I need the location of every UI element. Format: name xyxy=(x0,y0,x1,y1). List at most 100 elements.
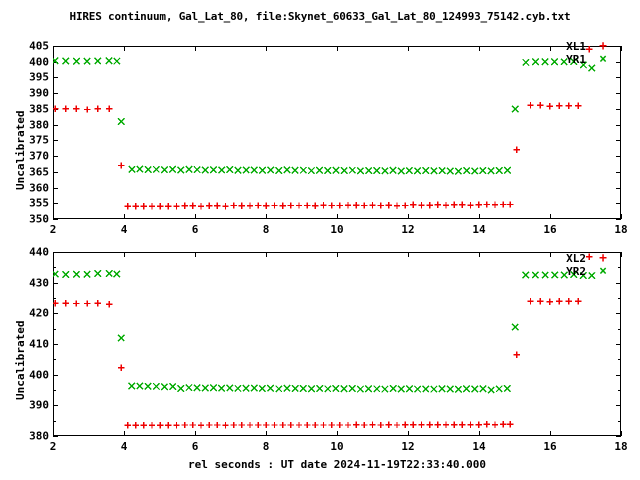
x-tick-mark xyxy=(621,46,622,51)
data-point xyxy=(53,300,59,307)
y-tick-label: 385 xyxy=(29,102,49,116)
x-tick-mark xyxy=(621,214,622,219)
data-point xyxy=(226,165,234,174)
data-point xyxy=(426,421,433,428)
data-point xyxy=(495,385,503,393)
data-point xyxy=(575,102,582,109)
data-point xyxy=(315,166,324,174)
data-point xyxy=(173,203,180,210)
data-point xyxy=(426,201,433,209)
legend-label-yr1: YR1 xyxy=(566,53,586,66)
x-tick-mark xyxy=(266,46,267,51)
y-tick-mark xyxy=(53,219,58,220)
y-tick-mark xyxy=(616,283,621,284)
data-point xyxy=(105,105,113,113)
data-point xyxy=(438,166,446,175)
legend-marker-plus-xl1: + xyxy=(599,39,607,54)
data-point xyxy=(206,421,213,429)
data-point xyxy=(287,202,295,209)
data-point xyxy=(197,422,205,429)
y-minor-tick-mark xyxy=(53,329,56,330)
data-point xyxy=(438,385,446,393)
data-point xyxy=(459,201,466,209)
legend-row-yr2: YR2 × xyxy=(500,265,610,278)
data-point xyxy=(332,166,340,174)
data-point xyxy=(522,271,530,279)
y-tick-mark xyxy=(616,93,621,94)
data-point xyxy=(266,166,275,174)
data-point xyxy=(53,57,59,65)
data-point xyxy=(401,421,409,428)
data-point xyxy=(242,166,250,174)
series-xl1 xyxy=(53,46,593,210)
x-tick-mark xyxy=(550,46,551,51)
data-point xyxy=(238,202,246,209)
x-tick-mark xyxy=(124,252,125,257)
data-point xyxy=(513,351,520,358)
data-point xyxy=(258,384,267,393)
data-point xyxy=(373,166,381,175)
data-point xyxy=(105,57,113,65)
bottom-panel-legend: XL2 + YR2 × xyxy=(500,252,610,278)
data-point xyxy=(499,201,507,208)
data-point xyxy=(585,46,593,53)
y-minor-tick-mark xyxy=(618,329,621,330)
data-point xyxy=(117,162,125,169)
data-point xyxy=(471,385,479,393)
data-point xyxy=(177,384,185,393)
data-point xyxy=(144,382,152,391)
data-point xyxy=(570,270,578,279)
data-point xyxy=(536,297,544,305)
data-point xyxy=(381,385,389,393)
data-point xyxy=(410,421,417,428)
y-minor-tick-mark xyxy=(618,298,621,299)
data-point xyxy=(113,270,121,278)
data-point xyxy=(160,383,169,391)
legend-row-yr1: YR1 × xyxy=(500,53,610,66)
data-point xyxy=(287,421,295,429)
x-tick-mark xyxy=(337,46,338,51)
legend-label-xl1: XL1 xyxy=(566,40,586,53)
data-point xyxy=(279,202,286,209)
data-point xyxy=(185,383,193,392)
data-point xyxy=(152,382,160,391)
data-point xyxy=(340,385,348,393)
y-tick-mark xyxy=(616,313,621,314)
data-point xyxy=(511,105,519,113)
y-tick-mark xyxy=(616,219,621,220)
y-tick-label: 390 xyxy=(29,86,49,100)
y-tick-label: 380 xyxy=(29,118,49,132)
data-point xyxy=(83,106,91,113)
y-minor-tick-mark xyxy=(53,359,56,360)
data-point xyxy=(303,421,311,429)
x-tick-label: 10 xyxy=(330,223,344,236)
data-point xyxy=(307,385,316,393)
data-point xyxy=(454,385,463,394)
y-tick-label: 390 xyxy=(29,398,49,412)
y-tick-mark xyxy=(616,140,621,141)
x-tick-mark xyxy=(479,46,480,51)
data-point xyxy=(197,202,205,210)
data-point xyxy=(550,271,559,279)
x-tick-label: 14 xyxy=(472,223,486,236)
legend-label-yr2: YR2 xyxy=(566,265,586,278)
data-point xyxy=(570,57,578,66)
data-point xyxy=(475,201,482,209)
data-point xyxy=(446,167,454,175)
x-axis-title: rel seconds : UT date 2024-11-19T22:33:4… xyxy=(187,458,487,471)
data-point xyxy=(250,166,258,174)
data-point xyxy=(527,297,534,305)
data-point xyxy=(344,201,352,209)
y-tick-mark xyxy=(53,93,58,94)
data-point xyxy=(62,300,69,307)
y-tick-mark xyxy=(616,252,621,253)
series-yr1 xyxy=(53,57,596,175)
x-tick-mark xyxy=(195,214,196,219)
data-point xyxy=(352,201,360,209)
data-point xyxy=(242,384,250,392)
data-point xyxy=(234,384,242,393)
data-point xyxy=(165,422,172,429)
x-tick-mark xyxy=(53,431,54,436)
y-minor-tick-mark xyxy=(53,267,56,268)
x-tick-label: 14 xyxy=(472,440,486,453)
